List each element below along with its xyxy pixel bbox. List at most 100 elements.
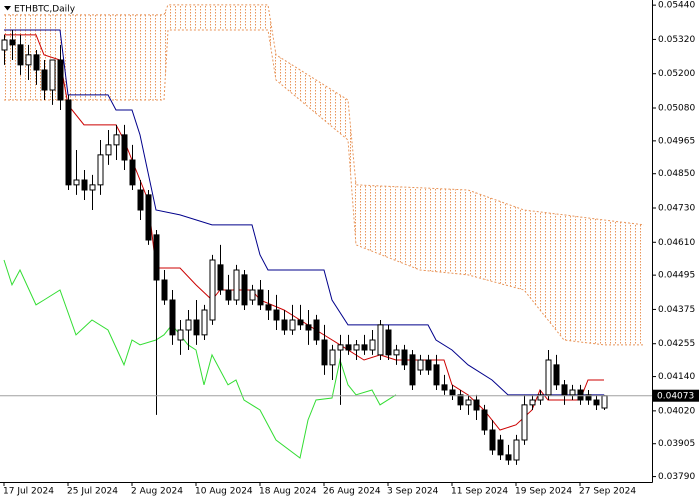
candle-body: [361, 344, 368, 351]
candle-body: [209, 259, 216, 321]
candle-body: [457, 394, 464, 406]
candle-body: [113, 134, 120, 146]
candle-body: [593, 399, 600, 406]
candle-body: [41, 69, 48, 91]
candle-body: [425, 359, 432, 371]
candle-body: [73, 179, 80, 186]
candle-body: [385, 329, 392, 356]
candle-body: [265, 304, 272, 311]
cloud-span-b: [4, 4, 645, 226]
candle-body: [297, 319, 304, 326]
candle-body: [9, 39, 16, 46]
candle-body: [505, 454, 512, 461]
y-tick-label: 0.05200: [658, 69, 695, 79]
candle-body: [137, 189, 144, 211]
candle-body: [449, 389, 456, 396]
title-icon: [4, 6, 11, 11]
candle-body: [201, 309, 208, 336]
candle-body: [257, 289, 264, 306]
x-tick-label: 25 Jul 2024: [67, 487, 118, 497]
candle-body: [481, 409, 488, 431]
candle-body: [105, 144, 112, 156]
candle-body: [49, 59, 56, 91]
y-tick-label: 0.04375: [658, 305, 695, 315]
chart-title: ETHBTC,Daily: [14, 5, 76, 15]
x-tick-label: 17 Jul 2024: [3, 487, 54, 497]
candle-body: [153, 234, 160, 281]
candle-body: [569, 389, 576, 396]
candle-body: [417, 359, 424, 371]
candle-body: [97, 154, 104, 186]
y-tick-label: 0.04850: [658, 169, 695, 179]
candle-body: [473, 399, 480, 411]
candle-body: [217, 264, 224, 291]
x-tick-label: 10 Aug 2024: [195, 487, 253, 497]
candle-body: [313, 319, 320, 341]
candle-body: [289, 319, 296, 331]
candle-body: [1, 39, 8, 51]
last-price-label: 0.04073: [657, 392, 694, 402]
y-tick-label: 0.04730: [658, 204, 695, 214]
y-tick-label: 0.04495: [658, 271, 695, 281]
candle-body: [305, 324, 312, 331]
candle-body: [273, 309, 280, 321]
candle-body: [193, 319, 200, 336]
last-price-box: [653, 389, 699, 402]
candle-body: [81, 179, 88, 191]
candle-body: [465, 399, 472, 406]
candle-layer: [1, 30, 608, 465]
candle-body: [521, 404, 528, 441]
y-tick-label: 0.05320: [658, 35, 695, 45]
y-tick-label: 0.04020: [658, 406, 695, 416]
candle-body: [489, 429, 496, 451]
candle-body: [145, 194, 152, 241]
y-tick-label: 0.04255: [658, 339, 695, 349]
x-tick-label: 27 Sep 2024: [579, 487, 636, 497]
candle-body: [585, 394, 592, 401]
candle-body: [25, 54, 32, 66]
candle-body: [345, 344, 352, 351]
candle-body: [65, 99, 72, 186]
candle-body: [161, 279, 168, 301]
x-tick-label: 26 Aug 2024: [323, 487, 381, 497]
candle-body: [177, 329, 184, 341]
y-tick-label: 0.03905: [658, 439, 695, 449]
candle-body: [249, 289, 256, 301]
candle-body: [233, 269, 240, 301]
x-tick-label: 11 Sep 2024: [451, 487, 508, 497]
candle-body: [121, 134, 128, 161]
candle-body: [537, 394, 544, 401]
candle-body: [529, 399, 536, 406]
x-tick-label: 3 Sep 2024: [387, 487, 439, 497]
candle-body: [89, 184, 96, 191]
indicator-line: [4, 29, 604, 396]
candle-body: [225, 289, 232, 301]
cloud-layer: [4, 4, 645, 346]
candle-body: [409, 354, 416, 386]
candle-body: [393, 349, 400, 356]
indicator-line: [3, 259, 397, 459]
candle-body: [545, 359, 552, 396]
candle-body: [321, 339, 328, 366]
cloud-fill: [4, 4, 644, 345]
y-tick-label: 0.03790: [658, 472, 695, 482]
candle-body: [513, 439, 520, 461]
x-tick-label: 2 Aug 2024: [131, 487, 183, 497]
x-tick-label: 18 Aug 2024: [259, 487, 317, 497]
candle-body: [169, 299, 176, 336]
candle-body: [329, 349, 336, 366]
y-tick-label: 0.04140: [658, 372, 695, 382]
candle-body: [33, 54, 40, 71]
candle-body: [281, 319, 288, 331]
candle-body: [185, 319, 192, 331]
candle-body: [241, 274, 248, 306]
y-tick-label: 0.04610: [658, 238, 695, 248]
y-tick-label: 0.05080: [658, 104, 695, 114]
candle-body: [337, 344, 344, 351]
candle-body: [401, 349, 408, 366]
candle-body: [57, 59, 64, 101]
y-tick-label: 0.04965: [658, 136, 695, 146]
candle-body: [17, 44, 24, 66]
